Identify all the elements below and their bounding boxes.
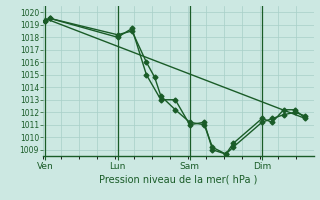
X-axis label: Pression niveau de la mer( hPa ): Pression niveau de la mer( hPa ) xyxy=(99,175,258,185)
